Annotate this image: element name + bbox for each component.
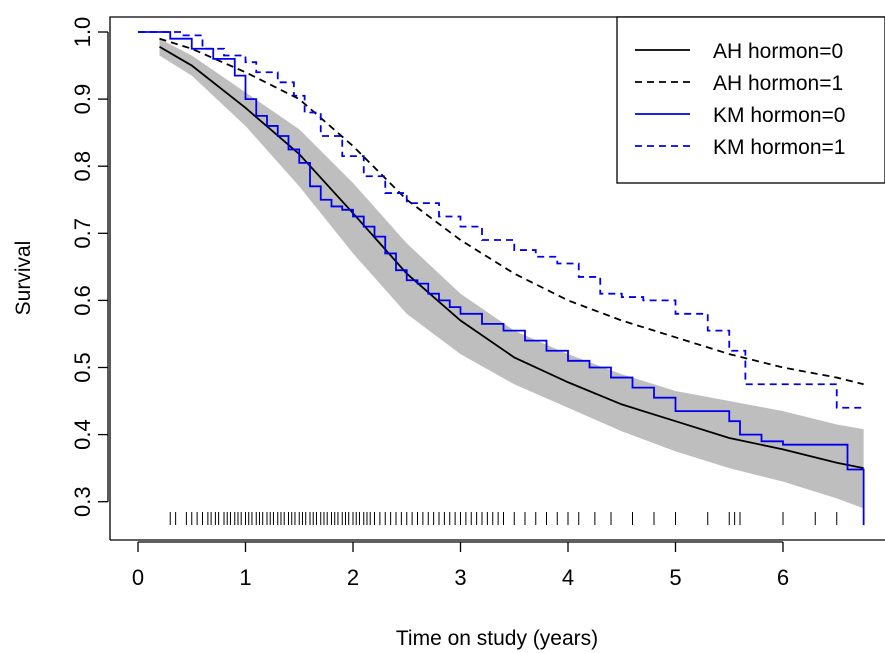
y-tick-label: 0.6 bbox=[70, 285, 95, 316]
legend: AH hormon=0 AH hormon=1 KM hormon=0 KM horm… bbox=[616, 16, 885, 184]
x-tick-label: 4 bbox=[562, 565, 574, 590]
y-tick-label: 0.5 bbox=[70, 352, 95, 383]
x-tick-label: 2 bbox=[347, 565, 359, 590]
confidence-band bbox=[159, 38, 864, 509]
x-tick-label: 0 bbox=[132, 565, 144, 590]
y-tick-label: 0.4 bbox=[70, 419, 95, 450]
y-tick-label: 0.8 bbox=[70, 151, 95, 182]
series-line-km-hormon-1 bbox=[138, 31, 864, 409]
y-tick-label: 1.0 bbox=[70, 17, 95, 48]
series-line-km-hormon-0 bbox=[138, 31, 865, 526]
legend-label: AH hormon=0 bbox=[713, 40, 843, 63]
y-tick-label: 0.3 bbox=[70, 486, 95, 517]
x-tick-label: 3 bbox=[454, 565, 466, 590]
x-tick-label: 5 bbox=[669, 565, 681, 590]
rug-layer bbox=[169, 512, 838, 525]
confidence-band-layer bbox=[159, 38, 864, 509]
legend-label: KM hormon=1 bbox=[713, 136, 845, 159]
series-line-ah-hormon-1 bbox=[159, 37, 864, 386]
x-axis-title: Time on study (years) bbox=[396, 627, 598, 650]
legend-box bbox=[616, 16, 885, 184]
y-tick-label: 0.9 bbox=[70, 84, 95, 115]
series-layer bbox=[138, 31, 865, 526]
series-line-ah-hormon-0 bbox=[159, 45, 864, 470]
legend-label: AH hormon=1 bbox=[713, 72, 843, 95]
y-tick-label: 0.7 bbox=[70, 218, 95, 249]
x-tick-label: 1 bbox=[239, 565, 251, 590]
legend-label: KM hormon=0 bbox=[713, 104, 845, 127]
y-axis-title: Survival bbox=[12, 241, 35, 316]
x-tick-label: 6 bbox=[777, 565, 789, 590]
axes-layer: 0 1 2 3 4 5 6 0.3 0.4 0.5 0.6 0.7 0.8 0.9 1.0 bbox=[70, 16, 885, 590]
